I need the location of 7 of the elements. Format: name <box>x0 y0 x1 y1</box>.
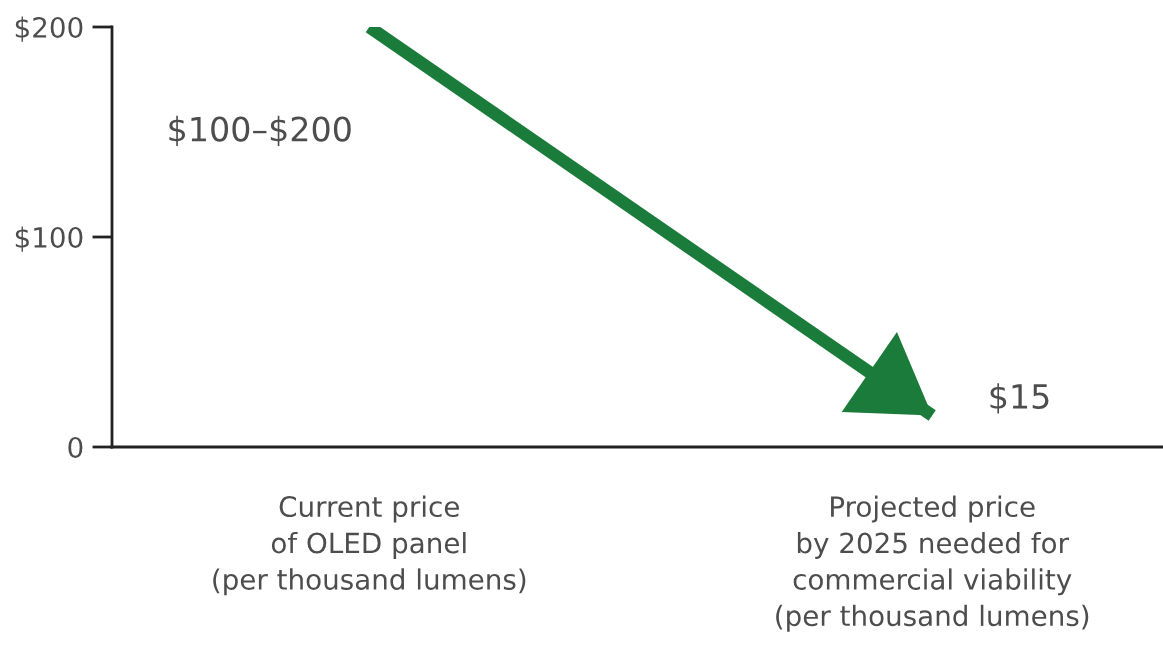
x-tick-label: Projected price by 2025 needed for commercial viability (per thousand lumens) <box>776 495 1089 632</box>
annotation: $15 <box>990 383 1049 414</box>
y-tick-label: $200 <box>15 16 83 42</box>
annotation: $100–$200 <box>169 115 351 147</box>
x-tick-label: Current price of OLED panel (per thousand lumens) <box>213 495 526 596</box>
y-tick-label: $100 <box>15 226 83 252</box>
y-tick-label: 0 <box>68 436 83 458</box>
